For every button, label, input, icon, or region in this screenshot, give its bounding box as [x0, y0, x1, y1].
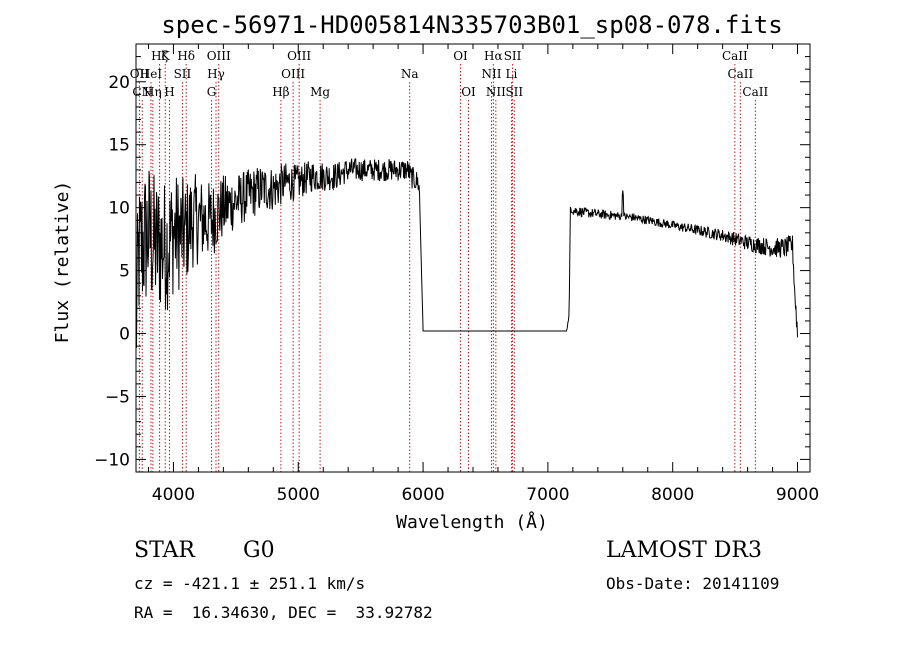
survey-name: LAMOST DR3: [606, 538, 762, 563]
spectral-line-label: SII: [505, 85, 523, 99]
coordinates: RA = 16.34630, DEC = 33.92782: [134, 603, 433, 622]
object-class: STAR: [134, 538, 195, 563]
object-subclass: G0: [243, 538, 275, 563]
spectral-line-label: OI: [461, 85, 476, 99]
y-tick-label: −5: [105, 387, 130, 407]
spectral-line-label: Hη: [144, 85, 162, 99]
y-tick-label: 10: [108, 199, 130, 219]
spectral-line-label: CaII: [727, 67, 753, 81]
spectral-line-label: Na: [401, 67, 419, 81]
chart-title: spec-56971-HD005814N335703B01_sp08-078.f…: [161, 11, 782, 39]
spectral-line-label: CaII: [742, 85, 768, 99]
spectral-line-label: NII: [481, 67, 501, 81]
spectral-line-label: CaII: [722, 49, 748, 63]
spectral-line-label: Hγ: [207, 67, 225, 81]
x-tick-label: 8000: [651, 485, 694, 505]
y-tick-label: 0: [119, 325, 130, 345]
y-axis-label: Flux (relative): [52, 181, 73, 344]
spectral-line-label: HeI: [140, 67, 163, 81]
spectrum-curve: [135, 158, 798, 348]
x-tick-label: 5000: [277, 485, 320, 505]
x-tick-label: 6000: [401, 485, 444, 505]
spectral-line-label: OII: [130, 67, 150, 81]
obs-date: Obs-Date: 20141109: [606, 574, 780, 593]
spectral-line-label: CN: [132, 85, 152, 99]
axis-ticks: 4000 5000 6000 7000 8000 9000 −10 −5 0 5 10 15 20: [94, 44, 819, 505]
x-tick-label: 7000: [526, 485, 569, 505]
x-tick-label: 4000: [152, 485, 195, 505]
redshift-text: cz = -421.1 ± 251.1 km/s: [134, 574, 366, 593]
spectral-line-label: Hδ: [177, 49, 195, 63]
spectral-line-label: Hβ: [272, 85, 289, 99]
spectral-line-label: Hζ: [151, 49, 168, 63]
x-axis-label: Wavelength (Å): [396, 511, 548, 533]
y-tick-label: −10: [94, 450, 130, 470]
spectral-line-label: OI: [453, 49, 468, 63]
spectral-line-label: OIII: [287, 49, 311, 63]
spectral-line-label: K: [161, 49, 171, 63]
y-tick-label: 15: [108, 136, 130, 156]
spectral-line-label: OIII: [281, 67, 305, 81]
y-tick-label: 5: [119, 262, 130, 282]
spectral-line-label: Mg: [310, 85, 330, 99]
spectral-line-label: Hα: [484, 49, 503, 63]
y-tick-label: 20: [108, 73, 130, 93]
spectral-line-label: H: [164, 85, 174, 99]
x-tick-label: 9000: [776, 485, 819, 505]
spectral-line-label: SII: [504, 49, 522, 63]
spectral-line-label: G: [207, 85, 217, 99]
spectral-line-label: NII: [486, 85, 506, 99]
plot-frame: [135, 43, 811, 473]
spectral-line-label: OIII: [207, 49, 231, 63]
spectral-line-label: SII: [174, 67, 192, 81]
spectral-line-label: Li: [506, 67, 518, 81]
